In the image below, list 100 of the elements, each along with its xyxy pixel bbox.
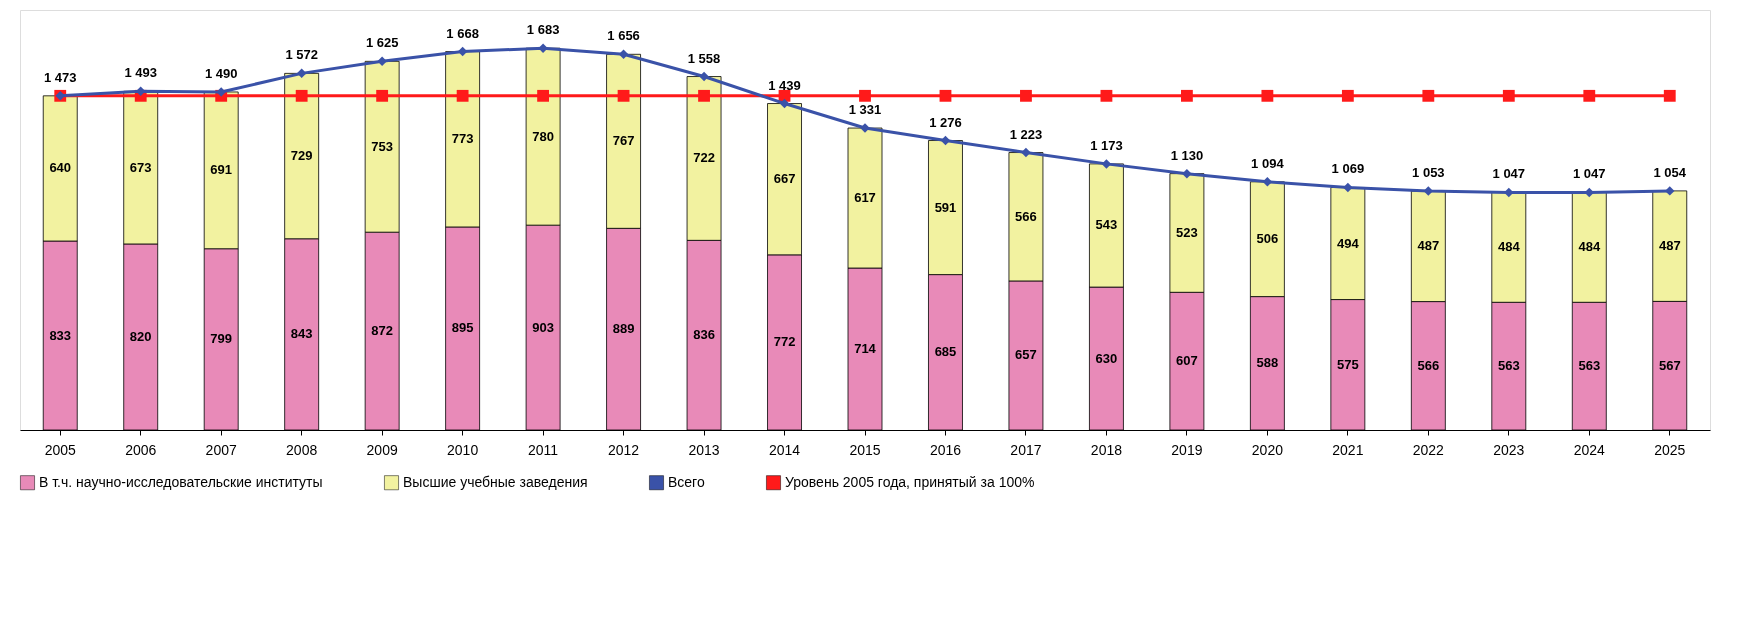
data-label: 523 <box>1176 224 1198 240</box>
point <box>537 89 550 102</box>
point <box>699 71 709 82</box>
point <box>296 68 307 79</box>
data-label: 1 047 <box>1492 166 1526 182</box>
data-label: 843 <box>290 326 313 342</box>
data-label: 820 <box>129 328 152 344</box>
point <box>1100 89 1113 102</box>
data-label: 630 <box>1095 350 1118 366</box>
legend-label: Всего <box>668 473 705 490</box>
data-label: 1 223 <box>1009 126 1043 142</box>
data-label: 484 <box>1497 239 1521 255</box>
x-tick-label: 2024 <box>1573 441 1606 458</box>
x-tick-label: 2016 <box>929 441 962 458</box>
x-tick-label: 2014 <box>768 441 801 458</box>
data-label: 836 <box>693 327 715 343</box>
data-label: 607 <box>1176 353 1198 369</box>
data-label: 1 493 <box>124 65 157 81</box>
x-tick-label: 2017 <box>1010 441 1042 458</box>
data-label: 872 <box>371 323 393 339</box>
data-label: 1 473 <box>43 69 77 85</box>
data-label: 772 <box>773 334 796 350</box>
x-tick-label: 2019 <box>1171 441 1203 458</box>
x-tick-label: 2015 <box>849 441 881 458</box>
legend-label: Высшие учебные заведения <box>403 473 588 490</box>
point <box>1262 177 1273 187</box>
data-label: 729 <box>290 148 313 164</box>
x-tick-label: 2023 <box>1493 441 1525 458</box>
data-label: 1 047 <box>1573 166 1606 182</box>
data-label: 1 625 <box>365 35 399 51</box>
x-tick-label: 2006 <box>125 441 157 458</box>
point <box>457 46 468 57</box>
data-label: 1 130 <box>1170 147 1204 163</box>
data-label: 1 069 <box>1331 161 1365 177</box>
data-label: 1 053 <box>1412 165 1445 181</box>
data-label: 799 <box>210 331 233 347</box>
point <box>1021 147 1031 158</box>
point <box>295 89 308 102</box>
point <box>618 49 629 60</box>
data-label: 617 <box>854 190 876 206</box>
point <box>377 56 387 67</box>
data-label: 1 054 <box>1653 164 1687 180</box>
data-label: 1 558 <box>687 50 721 66</box>
point <box>538 43 548 53</box>
data-label: 889 <box>612 321 635 337</box>
data-label: 1 656 <box>607 28 640 44</box>
data-label: 685 <box>934 344 957 360</box>
data-label: 566 <box>1015 208 1037 224</box>
data-label: 1 276 <box>929 114 962 130</box>
point <box>1663 89 1676 102</box>
point <box>456 89 469 102</box>
x-tick-label: 2011 <box>528 441 559 458</box>
data-label: 575 <box>1337 356 1359 372</box>
data-label: 1 490 <box>204 65 238 81</box>
x-tick-label: 2021 <box>1332 441 1364 458</box>
data-label: 833 <box>49 327 72 343</box>
point <box>698 89 710 102</box>
point <box>779 98 790 109</box>
point <box>1182 168 1192 179</box>
point <box>1422 89 1435 102</box>
point <box>939 89 952 102</box>
data-label: 753 <box>371 138 393 154</box>
x-tick-label: 2009 <box>366 441 398 458</box>
data-label: 1 173 <box>1090 137 1123 153</box>
data-label: 591 <box>934 199 957 215</box>
x-tick-label: 2018 <box>1090 441 1123 458</box>
data-label: 588 <box>1256 355 1279 371</box>
data-label: 1 331 <box>848 102 882 118</box>
x-tick-label: 2010 <box>447 441 479 458</box>
x-tick-label: 2013 <box>688 441 720 458</box>
x-tick-label: 2025 <box>1654 441 1686 458</box>
data-label: 895 <box>451 320 474 336</box>
point <box>1665 186 1675 196</box>
point <box>617 89 630 102</box>
data-label: 767 <box>612 133 635 149</box>
point <box>940 135 951 146</box>
x-tick-label: 2007 <box>205 441 237 458</box>
data-label: 714 <box>854 341 877 357</box>
data-label: 567 <box>1658 357 1681 373</box>
data-label: 903 <box>532 319 554 335</box>
data-label: 506 <box>1256 231 1279 247</box>
data-label: 566 <box>1417 357 1440 373</box>
data-label: 1 572 <box>285 47 318 63</box>
data-label: 667 <box>773 171 796 187</box>
data-label: 563 <box>1497 358 1520 374</box>
data-label: 1 439 <box>768 77 801 93</box>
x-tick-label: 2005 <box>44 441 77 458</box>
data-label: 1 094 <box>1251 155 1285 171</box>
x-tick-label: 2020 <box>1251 441 1284 458</box>
x-tick-label: 2022 <box>1412 441 1445 458</box>
x-tick-label: 2012 <box>607 441 640 458</box>
data-label: 673 <box>129 159 152 175</box>
data-label: 494 <box>1337 235 1360 251</box>
x-tick-label: 2008 <box>286 441 318 458</box>
data-label: 487 <box>1417 238 1440 254</box>
data-label: 487 <box>1658 238 1681 254</box>
data-label: 1 683 <box>526 22 560 38</box>
point <box>1502 89 1515 102</box>
point <box>859 89 871 102</box>
point <box>376 89 389 102</box>
